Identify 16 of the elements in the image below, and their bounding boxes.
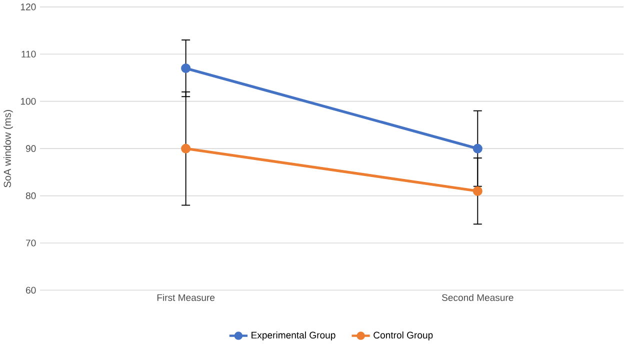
point [472, 186, 482, 196]
point [472, 144, 482, 154]
y-tick-label: 110 [22, 50, 36, 58]
y-tick-label: 80 [26, 192, 36, 200]
legend-label: Control Group [374, 331, 433, 340]
y-tick-label: 100 [20, 98, 36, 105]
y-axis-title: SoA window (ms) [4, 110, 13, 188]
legend-label: Experimental Group [252, 331, 336, 340]
y-tick-label: 70 [26, 239, 36, 246]
y-tick-label: 120 [20, 3, 36, 10]
y-tick-label: 90 [26, 145, 36, 152]
x-tick-label: Second Measure [442, 294, 514, 301]
point [181, 63, 191, 73]
x-tick-label: First Measure [157, 294, 215, 301]
point [181, 144, 191, 154]
y-tick-label: 60 [26, 286, 36, 294]
